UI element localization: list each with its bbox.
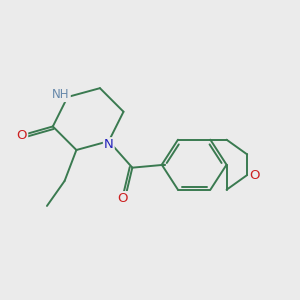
Text: O: O [249,169,260,182]
Text: O: O [17,129,27,142]
Text: NH: NH [52,88,70,101]
Text: N: N [104,138,114,151]
Text: O: O [117,192,128,205]
